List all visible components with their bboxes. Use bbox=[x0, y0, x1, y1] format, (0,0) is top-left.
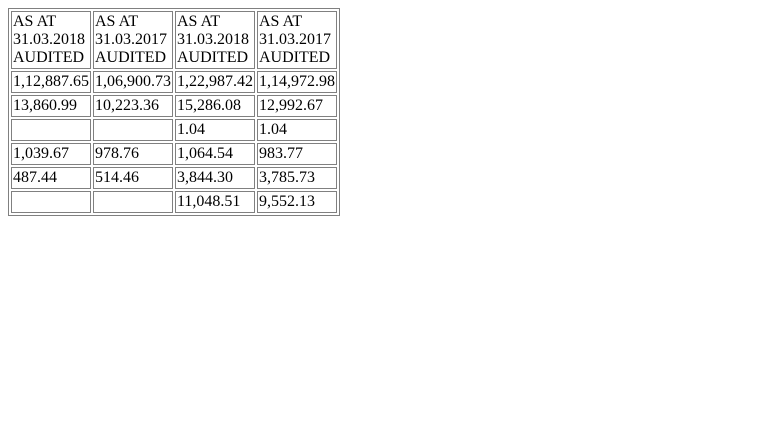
financial-table: AS AT 31.03.2018 AUDITED AS AT 31.03.201… bbox=[8, 8, 340, 216]
table-row: 1.04 1.04 bbox=[11, 119, 337, 141]
table-row: 1,12,887.65 1,06,900.73 1,22,987.42 1,14… bbox=[11, 71, 337, 93]
header-cell: AS AT 31.03.2017 AUDITED bbox=[257, 11, 337, 69]
header-cell: AS AT 31.03.2018 AUDITED bbox=[11, 11, 91, 69]
table-cell bbox=[93, 191, 173, 213]
header-line: AS AT bbox=[95, 13, 139, 30]
table-cell bbox=[11, 191, 91, 213]
table-row: 11,048.51 9,552.13 bbox=[11, 191, 337, 213]
header-line: 31.03.2018 bbox=[177, 31, 249, 48]
table-cell: 11,048.51 bbox=[175, 191, 255, 213]
table-row: 13,860.99 10,223.36 15,286.08 12,992.67 bbox=[11, 95, 337, 117]
table-cell: 3,785.73 bbox=[257, 167, 337, 189]
header-line: AS AT bbox=[177, 13, 221, 30]
table-body: 1,12,887.65 1,06,900.73 1,22,987.42 1,14… bbox=[11, 71, 337, 213]
header-cell: AS AT 31.03.2017 AUDITED bbox=[93, 11, 173, 69]
table-cell: 1,12,887.65 bbox=[11, 71, 91, 93]
table-cell: 1.04 bbox=[257, 119, 337, 141]
table-cell: 1,14,972.98 bbox=[257, 71, 337, 93]
header-line: 31.03.2018 bbox=[13, 31, 85, 48]
header-line: 31.03.2017 bbox=[259, 31, 331, 48]
table-cell: 1,039.67 bbox=[11, 143, 91, 165]
table-header: AS AT 31.03.2018 AUDITED AS AT 31.03.201… bbox=[11, 11, 337, 69]
header-line: AUDITED bbox=[13, 49, 85, 66]
header-cell: AS AT 31.03.2018 AUDITED bbox=[175, 11, 255, 69]
table-cell: 983.77 bbox=[257, 143, 337, 165]
table-cell: 514.46 bbox=[93, 167, 173, 189]
table-cell: 1,06,900.73 bbox=[93, 71, 173, 93]
table-cell bbox=[11, 119, 91, 141]
table-cell bbox=[93, 119, 173, 141]
table-row: 1,039.67 978.76 1,064.54 983.77 bbox=[11, 143, 337, 165]
table-cell: 13,860.99 bbox=[11, 95, 91, 117]
header-line: AUDITED bbox=[95, 49, 167, 66]
table-row: 487.44 514.46 3,844.30 3,785.73 bbox=[11, 167, 337, 189]
header-line: AS AT bbox=[13, 13, 57, 30]
header-line: AUDITED bbox=[259, 49, 331, 66]
header-line: 31.03.2017 bbox=[95, 31, 167, 48]
table-cell: 1,064.54 bbox=[175, 143, 255, 165]
header-line: AUDITED bbox=[177, 49, 249, 66]
table-cell: 1,22,987.42 bbox=[175, 71, 255, 93]
table-cell: 10,223.36 bbox=[93, 95, 173, 117]
table-cell: 1.04 bbox=[175, 119, 255, 141]
table-cell: 978.76 bbox=[93, 143, 173, 165]
table-cell: 487.44 bbox=[11, 167, 91, 189]
table-cell: 9,552.13 bbox=[257, 191, 337, 213]
table-cell: 15,286.08 bbox=[175, 95, 255, 117]
table-cell: 3,844.30 bbox=[175, 167, 255, 189]
header-line: AS AT bbox=[259, 13, 303, 30]
header-row: AS AT 31.03.2018 AUDITED AS AT 31.03.201… bbox=[11, 11, 337, 69]
table-cell: 12,992.67 bbox=[257, 95, 337, 117]
